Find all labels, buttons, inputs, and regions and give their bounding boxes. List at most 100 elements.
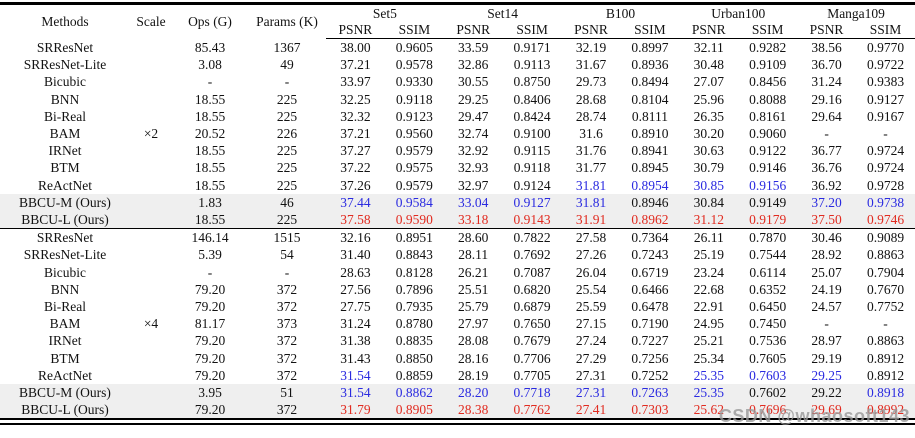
ops-cell: 18.55 [194, 160, 226, 176]
ssim-value-cell: 0.9575 [395, 160, 433, 176]
ssim-value-cell: 0.9122 [749, 143, 787, 159]
table-row: ReActNet 18.55 225 37.26 0.9579 32.97 0.9124 31… [0, 177, 915, 194]
ssim-value-cell: 0.8424 [513, 108, 551, 124]
psnr-value-cell: 32.19 [575, 40, 607, 55]
params-cell: 372 [276, 367, 298, 383]
psnr-value-cell: 28.11 [458, 247, 489, 263]
ssim-value-cell: 0.8912 [866, 350, 905, 366]
scale-cell [130, 194, 172, 211]
psnr-value-cell: 36.76 [811, 160, 842, 176]
ops-cell: 79.20 [194, 299, 226, 315]
ssim-value-cell: 0.6352 [749, 281, 787, 297]
params-cell: 225 [276, 177, 298, 193]
method-cell: BBCU-L (Ours) [21, 402, 109, 418]
psnr-value-cell: 22.68 [693, 281, 724, 297]
psnr-value-cell: 37.44 [340, 194, 371, 210]
ssim-value-cell: 0.7252 [631, 367, 669, 383]
ssim-value-cell: 0.9605 [395, 40, 433, 55]
ssim-value-cell: 0.8863 [866, 333, 905, 349]
ssim-value-cell: 0.9109 [749, 57, 787, 73]
scale-cell [130, 264, 172, 281]
ssim-value-cell: 0.9179 [749, 212, 787, 228]
table-row: BTM 79.20 372 31.43 0.8850 28.16 0.7706 27.29 0.… [0, 350, 915, 367]
ssim-value-cell: 0.7243 [631, 247, 669, 263]
params-cell: 372 [276, 350, 298, 366]
psnr-value-cell: 28.38 [458, 402, 489, 418]
ssim-value-cell: - [883, 316, 888, 332]
ssim-value-cell: 0.9579 [395, 177, 433, 193]
table-row: ReActNet 79.20 372 31.54 0.8859 28.19 0.7705 27… [0, 367, 915, 384]
psnr-value-cell: 29.25 [458, 91, 489, 107]
ssim-value-cell: 0.8941 [631, 143, 669, 159]
metric-header-psnr: PSNR [326, 22, 385, 39]
ops-cell: 81.17 [194, 316, 226, 332]
ssim-value-cell: 0.9146 [749, 160, 787, 176]
method-cell: BBCU-M (Ours) [19, 385, 111, 401]
psnr-value-cell: 31.67 [575, 57, 607, 73]
table-row: Bi-Real 18.55 225 32.32 0.9123 29.47 0.8424 28.… [0, 108, 915, 125]
metric-header-psnr: PSNR [797, 22, 857, 39]
ssim-value-cell: 0.7450 [749, 316, 787, 332]
ssim-value-cell: 0.9584 [395, 194, 433, 210]
psnr-value-cell: 38.00 [340, 40, 371, 55]
params-cell: 1367 [273, 39, 301, 55]
params-cell: 372 [276, 333, 298, 349]
method-cell: BBCU-M (Ours) [19, 194, 111, 210]
ssim-value-cell: 0.9156 [749, 177, 787, 193]
psnr-value-cell: 31.24 [811, 74, 842, 90]
table-row: BAM ×2 20.52 226 37.21 0.9560 32.74 0.9100 31.6 0… [0, 125, 915, 142]
scale-cell: ×4 [143, 316, 159, 332]
ssim-value-cell: 0.7087 [513, 264, 551, 280]
method-cell: BNN [50, 281, 80, 297]
ssim-value-cell: 0.6450 [749, 299, 787, 315]
metric-header-ssim: SSIM [738, 22, 798, 39]
psnr-value-cell: 25.35 [693, 385, 724, 401]
psnr-value-cell: 30.84 [693, 194, 724, 210]
ssim-value-cell: 0.8128 [395, 264, 433, 280]
ops-cell: 18.55 [194, 212, 226, 228]
table-row: SRResNet-Lite 5.39 54 31.40 0.8843 28.11 0.769… [0, 246, 915, 263]
method-cell: BBCU-L (Ours) [21, 212, 109, 228]
params-cell: 372 [276, 402, 298, 418]
ssim-value-cell: 0.6478 [631, 299, 669, 315]
col-header-scale: Scale [136, 14, 166, 30]
table-row: BTM 18.55 225 37.22 0.9575 32.93 0.9118 31.77 0.… [0, 159, 915, 176]
table-bottom-rule [0, 418, 915, 425]
psnr-value-cell: 31.12 [693, 212, 724, 228]
psnr-value-cell: 33.59 [458, 40, 489, 55]
ops-cell: 85.43 [194, 39, 226, 55]
psnr-value-cell: 22.91 [693, 299, 724, 315]
ssim-value-cell: 0.8905 [395, 402, 433, 418]
ssim-value-cell: 0.8910 [631, 126, 669, 142]
method-cell: BAM [49, 316, 81, 332]
method-cell: SRResNet-Lite [23, 57, 107, 73]
psnr-value-cell: 37.58 [340, 212, 371, 228]
ssim-value-cell: 0.8992 [866, 402, 905, 418]
psnr-value-cell: 29.69 [811, 402, 842, 418]
ops-cell: - [207, 74, 213, 90]
ssim-value-cell: 0.7190 [631, 316, 669, 332]
ops-cell: 1.83 [198, 194, 222, 210]
ssim-value-cell: 0.7870 [738, 228, 798, 247]
ssim-value-cell: 0.9118 [513, 160, 551, 176]
method-cell: BAM [49, 126, 81, 142]
psnr-value-cell: 32.25 [340, 91, 371, 107]
method-cell: IRNet [48, 333, 82, 349]
ssim-value-cell: 0.8111 [631, 108, 668, 124]
psnr-value-cell: 29.25 [811, 367, 842, 383]
ssim-value-cell: 0.7896 [395, 281, 433, 297]
ssim-value-cell: 0.9579 [395, 143, 433, 159]
psnr-value-cell: 27.31 [575, 367, 607, 383]
psnr-value-cell: 28.60 [443, 228, 503, 247]
psnr-value-cell: 32.93 [458, 160, 489, 176]
psnr-value-cell: 30.55 [458, 74, 489, 90]
ssim-value-cell: 0.9722 [866, 57, 905, 73]
ssim-value-cell: 0.8945 [631, 160, 669, 176]
ops-cell: 79.20 [194, 350, 226, 366]
ops-cell: 146.14 [172, 228, 248, 247]
psnr-value-cell: 38.56 [811, 40, 842, 55]
ssim-value-cell: 0.9330 [395, 74, 433, 90]
ssim-value-cell: 0.6879 [513, 299, 551, 315]
table-row: IRNet 18.55 225 37.27 0.9579 32.92 0.9115 31.76… [0, 142, 915, 159]
params-cell: - [284, 264, 290, 280]
